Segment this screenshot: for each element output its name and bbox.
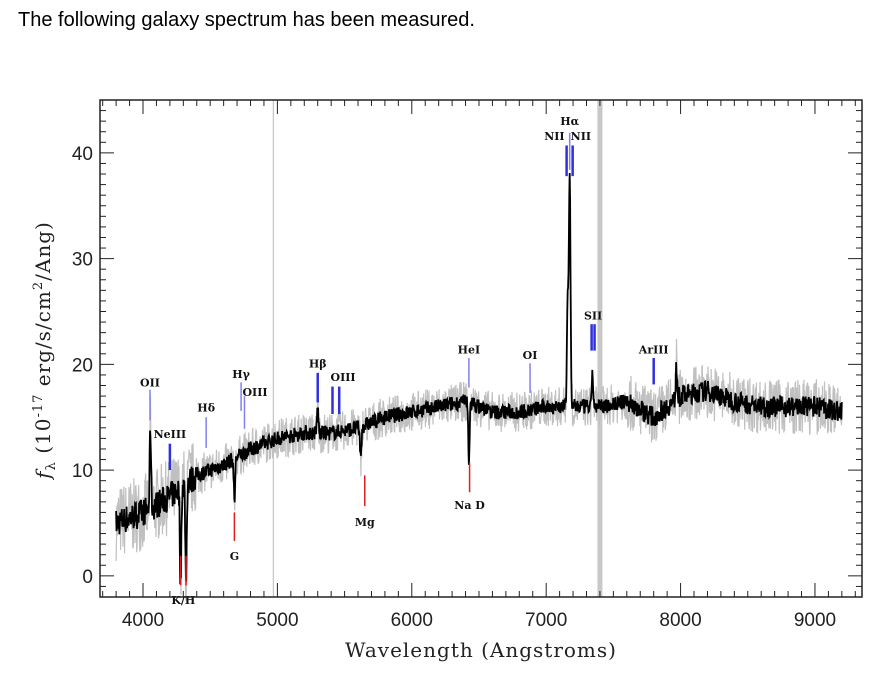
line-marker-label: Na D (454, 499, 485, 512)
x-tick-label: 6000 (391, 610, 433, 631)
line-marker-label: Hδ (197, 402, 215, 415)
line-marker-label: ArIII (638, 344, 669, 357)
x-tick-label: 9000 (794, 610, 836, 631)
y-tick-label: 20 (72, 355, 93, 376)
line-marker-label: Hβ (309, 357, 327, 370)
line-marker-label: Hγ (232, 368, 250, 381)
line-marker-label: G (230, 550, 239, 563)
line-marker-label: Mg (355, 516, 375, 529)
y-tick-label: 10 (72, 461, 93, 482)
line-marker-label: OIII (330, 371, 355, 384)
x-tick-label: 5000 (256, 610, 298, 631)
x-tick-label: 7000 (525, 610, 567, 631)
y-axis-title: fλ (10-17 erg/s/cm2/Ang) (31, 221, 59, 481)
line-marker-label: NII (571, 130, 591, 143)
line-marker-label: OII (140, 376, 160, 389)
line-marker-label: Hα (560, 115, 579, 128)
line-marker-label: NeIII (154, 428, 187, 441)
x-tick-label: 8000 (659, 610, 701, 631)
line-marker-label: NII (544, 130, 564, 143)
x-axis-title: Wavelength (Angstroms) (345, 638, 617, 662)
error-spectrum (115, 178, 843, 601)
line-marker-label: SII (584, 310, 602, 323)
y-tick-label: 0 (82, 567, 93, 588)
plot-frame (99, 99, 863, 598)
y-tick-label: 30 (72, 250, 93, 271)
line-marker-label: HeI (458, 344, 481, 357)
flux-spectrum (115, 172, 843, 585)
line-marker-label: OIII (242, 386, 267, 399)
intro-text: The following galaxy spectrum has been m… (18, 9, 475, 31)
x-tick-label: 4000 (122, 610, 164, 631)
line-marker-label: OI (523, 349, 538, 362)
y-tick-label: 40 (72, 144, 93, 165)
